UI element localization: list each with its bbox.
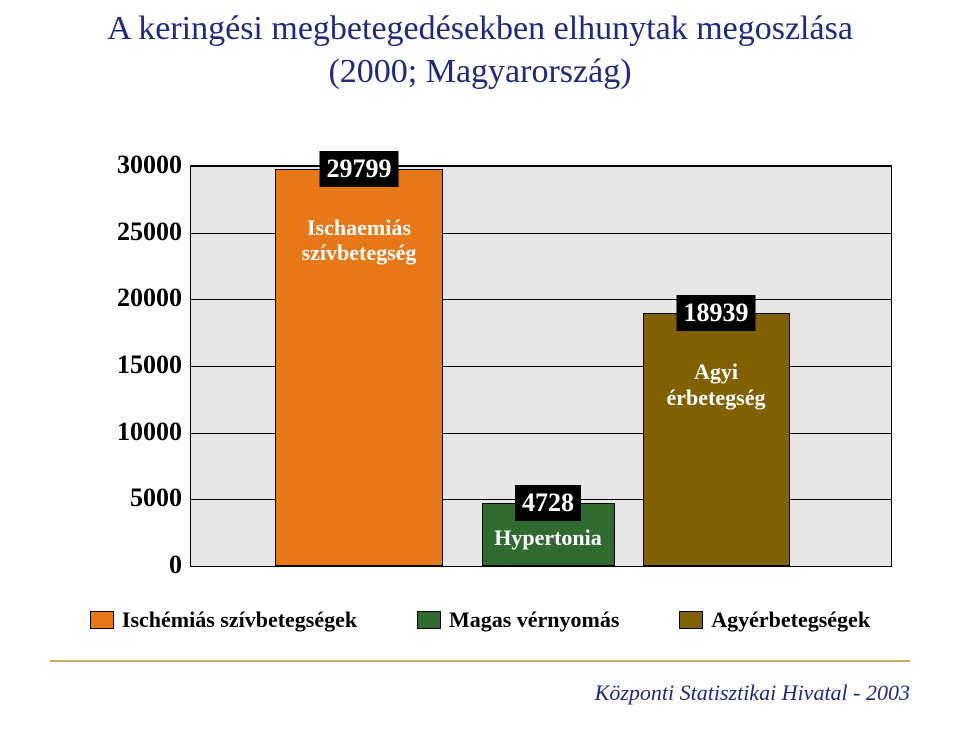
slide: A keringési megbetegedésekben elhunytak … [0, 0, 960, 732]
legend: Ischémiás szívbetegségek Magas vérnyomás A… [60, 600, 900, 640]
title-line-2: (2000; Magyarország) [328, 53, 631, 90]
divider-line [50, 660, 910, 662]
source-text: Központi Statisztikai Hivatal - 2003 [595, 680, 910, 706]
y-tick-label: 0 [72, 550, 182, 580]
y-tick-label: 25000 [72, 217, 182, 247]
legend-swatch [679, 611, 703, 629]
legend-label: Ischémiás szívbetegségek [122, 607, 357, 633]
slide-title: A keringési megbetegedésekben elhunytak … [0, 8, 960, 93]
legend-label: Magas vérnyomás [449, 607, 619, 633]
legend-item: Magas vérnyomás [417, 607, 619, 633]
bar-caption: Hypertonia [462, 525, 635, 550]
bar-value-label: 29799 [320, 151, 399, 187]
legend-label: Agyérbetegségek [711, 607, 870, 633]
y-tick-label: 10000 [72, 417, 182, 447]
legend-swatch [90, 611, 114, 629]
legend-swatch [417, 611, 441, 629]
bar-agyi [643, 313, 790, 566]
y-tick-label: 15000 [72, 350, 182, 380]
bar-caption: Agyiérbetegség [623, 359, 810, 410]
bar-chart: 29799Ischaemiásszívbetegség4728Hypertoni… [60, 155, 900, 585]
title-line-1: A keringési megbetegedésekben elhunytak … [107, 10, 853, 47]
bar-caption: Ischaemiásszívbetegség [255, 215, 463, 266]
bar-value-label: 4728 [515, 485, 581, 521]
y-tick-label: 30000 [72, 150, 182, 180]
grid-line [191, 166, 891, 167]
plot-area: 29799Ischaemiásszívbetegség4728Hypertoni… [190, 165, 892, 567]
y-tick-label: 5000 [72, 483, 182, 513]
legend-item: Agyérbetegségek [679, 607, 870, 633]
legend-item: Ischémiás szívbetegségek [90, 607, 357, 633]
bar-value-label: 18939 [677, 295, 756, 331]
y-tick-label: 20000 [72, 283, 182, 313]
